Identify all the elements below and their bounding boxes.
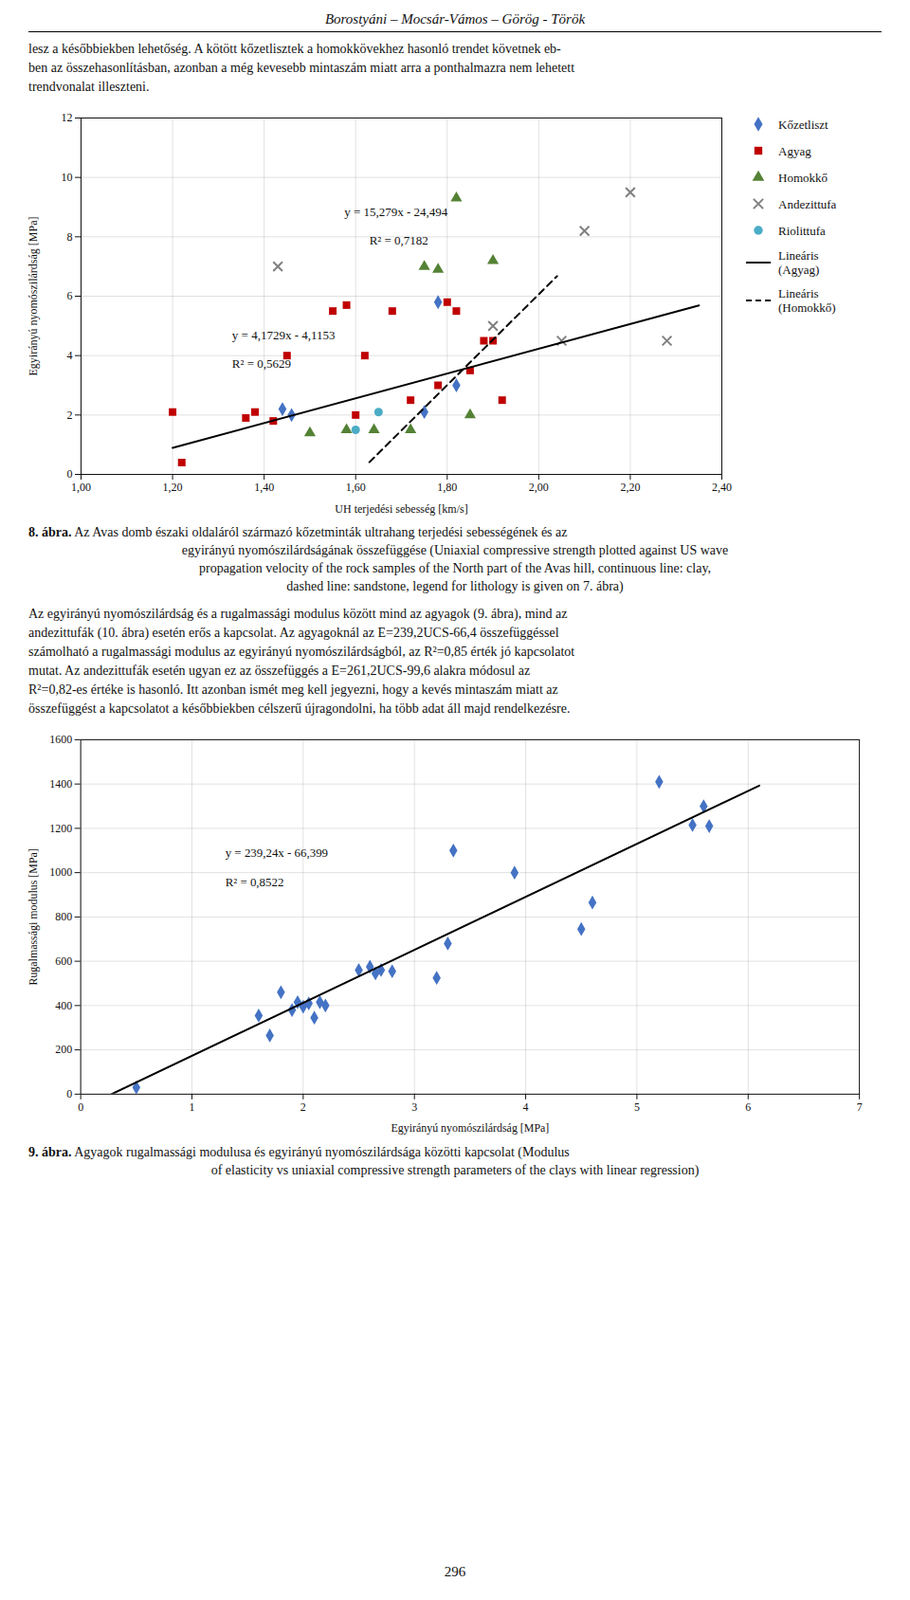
html-text:R²=0,82-es értéke is hasonló.: R²=0,82-es értéke is hasonló. Itt azonba… bbox=[28, 682, 559, 697]
svg-text:y = 15,279x - 24,494: y = 15,279x - 24,494 bbox=[344, 204, 449, 219]
svg-text:Egyirányú nyomószilárdság [MPa: Egyirányú nyomószilárdság [MPa] bbox=[26, 217, 40, 377]
html-text:ben az összehasonlításban, azo: ben az összehasonlításban, azonban a még… bbox=[28, 60, 575, 75]
svg-text:Rugalmassági modulus [MPa]: Rugalmassági modulus [MPa] bbox=[26, 848, 40, 985]
svg-text:2,20: 2,20 bbox=[619, 480, 640, 494]
html-text:számolható a rugalmassági modu: számolható a rugalmassági modulus az egy… bbox=[28, 644, 575, 659]
svg-text:6: 6 bbox=[67, 289, 73, 303]
svg-text:12: 12 bbox=[61, 110, 73, 125]
svg-text:0: 0 bbox=[66, 1087, 73, 1101]
svg-text:R² = 0,7182: R² = 0,7182 bbox=[369, 233, 429, 248]
html-text:Riolittufa: Riolittufa bbox=[778, 223, 826, 238]
html-text:Borostyáni – Mocsár-Vámos – Gö: Borostyáni – Mocsár-Vámos – Görög - Törö… bbox=[325, 11, 585, 27]
html-text:trendvonalat illeszteni.: trendvonalat illeszteni. bbox=[28, 79, 150, 94]
svg-text:1200: 1200 bbox=[49, 821, 73, 836]
html-text:összefüggést a kapcsolatot a k: összefüggést a kapcsolatot a későbbiekbe… bbox=[28, 701, 571, 716]
svg-text:1,40: 1,40 bbox=[254, 480, 274, 494]
svg-text:2,40: 2,40 bbox=[711, 480, 732, 494]
html-text:lesz a későbbiekben lehetőség.: lesz a későbbiekben lehetőség. A kötött … bbox=[28, 41, 561, 56]
svg-text:1,20: 1,20 bbox=[163, 480, 183, 494]
svg-text:5: 5 bbox=[634, 1100, 640, 1114]
svg-text:7: 7 bbox=[856, 1100, 863, 1114]
html-text:dashed line: sandstone, legend: dashed line: sandstone, legend for litho… bbox=[286, 579, 624, 594]
svg-text:1,60: 1,60 bbox=[345, 480, 366, 494]
html-text:Homokkő: Homokkő bbox=[778, 170, 828, 185]
svg-text:2: 2 bbox=[67, 408, 73, 422]
svg-text:3: 3 bbox=[411, 1100, 418, 1114]
svg-text:UH terjedési sebesség [km/s]: UH terjedési sebesség [km/s] bbox=[334, 502, 468, 516]
html-text:Kőzetliszt: Kőzetliszt bbox=[778, 117, 829, 132]
svg-text:800: 800 bbox=[54, 910, 73, 924]
svg-text:8: 8 bbox=[67, 230, 73, 244]
html-text:Andezittufa: Andezittufa bbox=[778, 196, 837, 211]
svg-text:6: 6 bbox=[745, 1100, 751, 1114]
svg-text:600: 600 bbox=[54, 954, 73, 968]
svg-text:2,00: 2,00 bbox=[528, 480, 549, 494]
svg-text:4: 4 bbox=[523, 1100, 529, 1114]
svg-text:400: 400 bbox=[54, 999, 73, 1013]
html-text:Az egyirányú nyomószilárdság é: Az egyirányú nyomószilárdság és a rugalm… bbox=[28, 606, 568, 621]
html-text:mutat. Az andezittufák esetén: mutat. Az andezittufák esetén ugyan ez a… bbox=[28, 663, 531, 678]
svg-text:Egyirányú nyomószilárdság [MPa: Egyirányú nyomószilárdság [MPa] bbox=[390, 1121, 549, 1135]
html-text:Lineáris (Homokkő): Lineáris (Homokkő) bbox=[778, 286, 836, 315]
html-text:andezittufák (10. ábra) esetén: andezittufák (10. ábra) esetén erős a ka… bbox=[28, 625, 559, 640]
svg-text:1,00: 1,00 bbox=[71, 480, 91, 494]
svg-text:0: 0 bbox=[67, 467, 73, 481]
svg-text:1600: 1600 bbox=[49, 732, 73, 747]
svg-text:1: 1 bbox=[189, 1100, 196, 1114]
svg-text:0: 0 bbox=[77, 1100, 84, 1114]
html-text:9. ábra. Agyagok rugalmassági: 9. ábra. Agyagok rugalmassági modulusa é… bbox=[28, 1144, 570, 1159]
html-text:296: 296 bbox=[444, 1564, 466, 1580]
svg-text:200: 200 bbox=[54, 1042, 73, 1056]
svg-text:R² = 0,5629: R² = 0,5629 bbox=[232, 356, 292, 371]
html-text:propagation velocity of the ro: propagation velocity of the rock samples… bbox=[199, 561, 711, 576]
html-text:8. ábra. Az Avas domb északi o: 8. ábra. Az Avas domb északi oldaláról s… bbox=[28, 525, 568, 540]
svg-text:1400: 1400 bbox=[49, 777, 73, 791]
svg-text:1,80: 1,80 bbox=[436, 480, 457, 494]
svg-text:y = 4,1729x - 4,1153: y = 4,1729x - 4,1153 bbox=[232, 327, 336, 343]
html-text:Agyag: Agyag bbox=[778, 143, 812, 158]
svg-text:10: 10 bbox=[61, 170, 73, 184]
svg-text:4: 4 bbox=[67, 348, 73, 363]
svg-text:R² = 0,8522: R² = 0,8522 bbox=[225, 874, 285, 890]
svg-text:y = 239,24x - 66,399: y = 239,24x - 66,399 bbox=[225, 845, 328, 860]
svg-text:2: 2 bbox=[300, 1100, 307, 1114]
html-text:of elasticity vs uniaxial comp: of elasticity vs uniaxial compressive st… bbox=[211, 1162, 699, 1177]
html-text:Lineáris (Agyag): Lineáris (Agyag) bbox=[778, 248, 820, 277]
html-text:egyirányú nyomószilárdságának: egyirányú nyomószilárdságának összefüggé… bbox=[181, 543, 729, 558]
svg-text:1000: 1000 bbox=[49, 865, 73, 879]
